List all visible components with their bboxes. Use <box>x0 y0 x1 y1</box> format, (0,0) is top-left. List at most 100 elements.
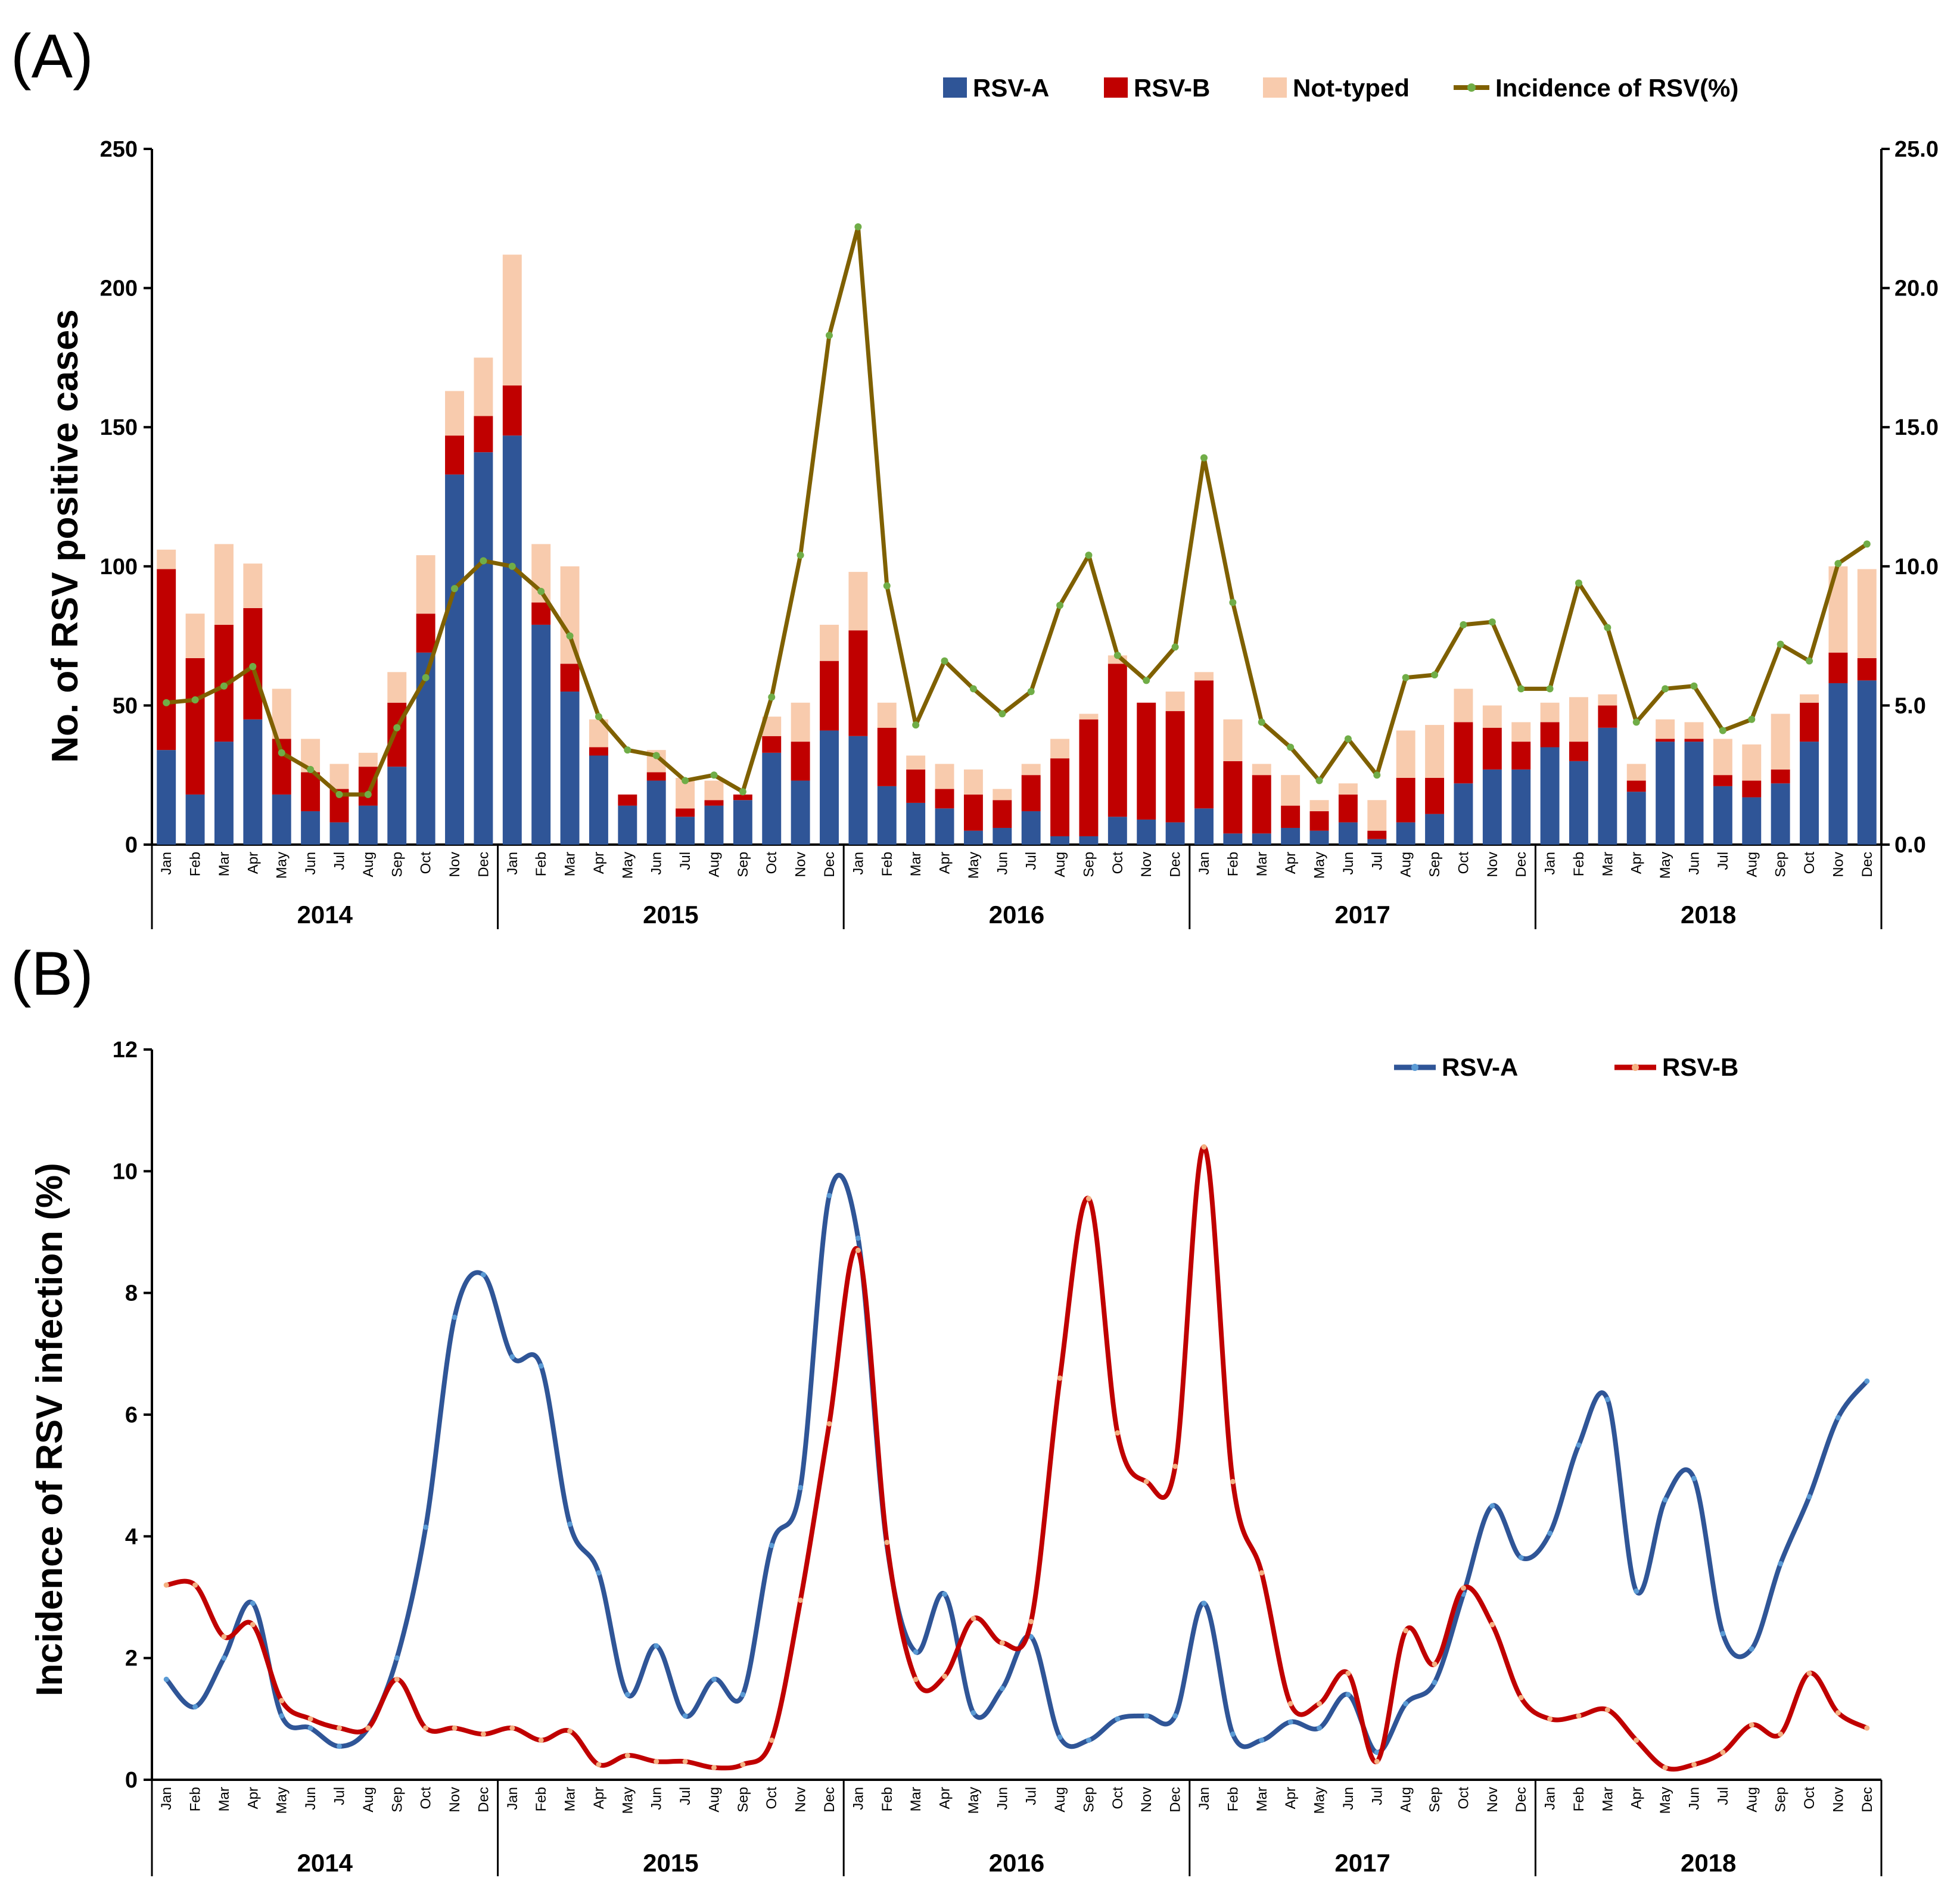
incidence-point <box>1113 652 1121 659</box>
point-rsv-a <box>1259 1737 1265 1743</box>
a-month-label: Apr <box>937 852 953 874</box>
incidence-point <box>1546 685 1554 693</box>
a-year-label: 2018 <box>1681 901 1736 929</box>
a-month-label: Jan <box>1196 852 1212 875</box>
bar-rsv-a <box>848 736 868 845</box>
bar-rsv-a <box>820 730 839 845</box>
bar-rsv-b <box>820 661 839 731</box>
a-month-label: Aug <box>1744 852 1760 877</box>
b-month-label: Apr <box>591 1787 607 1809</box>
b-month-label: May <box>1312 1787 1328 1814</box>
b-month-label: Aug <box>1398 1787 1414 1813</box>
b-month-label: Nov <box>1138 1787 1155 1813</box>
bar-rsv-a <box>589 755 608 845</box>
point-rsv-a <box>423 1524 429 1530</box>
point-rsv-a <box>1778 1561 1784 1567</box>
bar-rsv-b <box>791 742 810 781</box>
a-month-label: May <box>1312 852 1328 879</box>
bar-not-typed <box>1396 730 1415 778</box>
bar-rsv-a <box>387 767 407 845</box>
a-month-label: Jul <box>1715 852 1731 870</box>
point-rsv-a <box>1317 1725 1323 1731</box>
bar-not-typed <box>1454 689 1473 723</box>
bar-not-typed <box>416 555 435 614</box>
point-rsv-b <box>480 1731 486 1737</box>
point-rsv-a <box>740 1692 746 1698</box>
point-rsv-a <box>1172 1713 1178 1719</box>
bar-rsv-a <box>993 827 1012 845</box>
bar-rsv-a <box>733 800 752 845</box>
point-rsv-a <box>1749 1646 1754 1652</box>
bar-rsv-a <box>1569 761 1588 845</box>
a-month-label: Mar <box>1254 852 1270 876</box>
incidence-point <box>1806 657 1813 665</box>
b-month-label: Mar <box>216 1787 232 1811</box>
bar-rsv-b <box>1454 722 1473 784</box>
a-year-label: 2015 <box>643 901 698 929</box>
incidence-point <box>537 587 545 595</box>
a-month-label: Jul <box>331 852 347 870</box>
a-month-label: Mar <box>1600 852 1616 876</box>
a-month-label: Jan <box>1542 852 1558 875</box>
bar-rsv-b <box>762 736 782 753</box>
incidence-point <box>1632 718 1640 726</box>
bar-rsv-b <box>1511 742 1531 770</box>
point-rsv-a <box>1835 1415 1841 1421</box>
point-rsv-a <box>1403 1701 1409 1707</box>
incidence-point <box>682 777 689 784</box>
bar-not-typed <box>1338 783 1358 795</box>
bar-not-typed <box>243 563 263 608</box>
bar-rsv-a <box>445 474 464 845</box>
incidence-point <box>1431 671 1439 679</box>
point-rsv-b <box>1287 1701 1293 1707</box>
b-month-label: Aug <box>1052 1787 1068 1813</box>
incidence-point <box>883 582 891 590</box>
bar-rsv-b <box>1598 705 1617 728</box>
bar-not-typed <box>1800 694 1819 703</box>
bar-not-typed <box>358 752 378 767</box>
point-rsv-a <box>855 1235 861 1241</box>
bar-rsv-a <box>1713 786 1732 845</box>
bar-not-typed <box>1309 800 1329 811</box>
y-tick-label: 100 <box>100 555 138 580</box>
b-month-label: Sep <box>1427 1787 1443 1813</box>
point-rsv-b <box>279 1698 285 1704</box>
incidence-point <box>826 332 833 340</box>
bar-not-typed <box>1598 694 1617 706</box>
point-rsv-a <box>1374 1749 1380 1755</box>
incidence-point <box>422 674 430 681</box>
bar-rsv-b <box>445 435 464 475</box>
bar-rsv-a <box>560 692 580 845</box>
point-rsv-b <box>1749 1722 1754 1728</box>
point-rsv-b <box>1317 1701 1323 1707</box>
a-year-label: 2017 <box>1334 901 1390 929</box>
point-rsv-a <box>826 1192 832 1198</box>
bar-rsv-a <box>1194 808 1214 845</box>
point-rsv-b <box>1028 1618 1034 1624</box>
a-month-label: Nov <box>1485 852 1501 877</box>
bar-rsv-a <box>1137 819 1156 845</box>
point-rsv-a <box>999 1686 1005 1692</box>
incidence-point <box>191 696 199 704</box>
line-rsv-a <box>164 1172 1869 1755</box>
point-rsv-a <box>1489 1503 1495 1509</box>
incidence-point <box>998 710 1006 718</box>
bar-rsv-a <box>646 780 666 845</box>
b-month-label: Nov <box>1485 1787 1501 1813</box>
bar-rsv-b <box>993 800 1012 828</box>
bar-rsv-a <box>301 811 321 845</box>
bar-rsv-b <box>1396 777 1415 823</box>
incidence-point <box>710 771 718 779</box>
bar-not-typed <box>1626 764 1646 781</box>
bar-rsv-a <box>1540 747 1560 845</box>
point-rsv-a <box>913 1649 919 1655</box>
b-month-label: Mar <box>908 1787 924 1811</box>
point-rsv-b <box>682 1758 688 1764</box>
point-rsv-b <box>798 1597 804 1603</box>
bar-rsv-a <box>1857 680 1877 845</box>
point-rsv-b <box>1720 1749 1726 1755</box>
a-month-label: Jan <box>850 852 866 875</box>
point-rsv-b <box>452 1725 458 1731</box>
bar-rsv-b <box>618 794 637 806</box>
a-month-label: Sep <box>1427 852 1443 877</box>
